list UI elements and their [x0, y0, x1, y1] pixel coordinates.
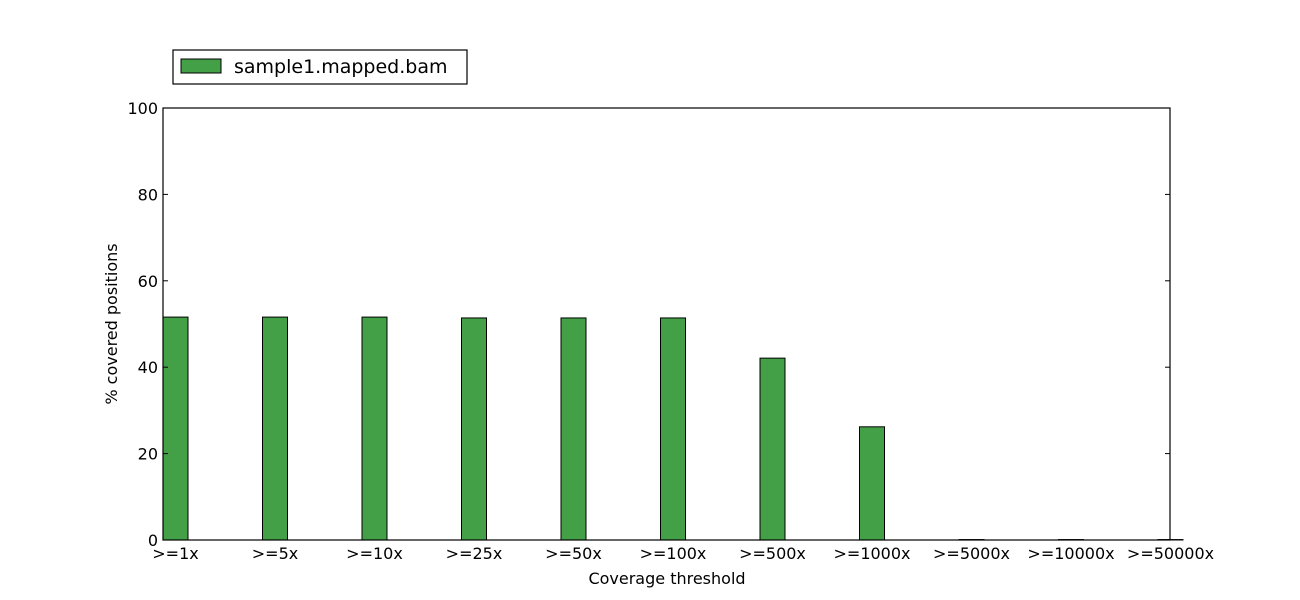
bar-7 [859, 426, 885, 541]
y-tick-label-4: 80 [138, 185, 158, 204]
x-axis-label: Coverage threshold [588, 569, 745, 588]
bar-0 [162, 316, 189, 541]
y-tick-label-2: 40 [138, 358, 158, 377]
y-tick-label-1: 20 [138, 445, 158, 464]
bar-3 [461, 317, 487, 541]
plot-frame [162, 107, 1171, 541]
legend-swatch [180, 58, 222, 74]
legend-label: sample1.mapped.bam [234, 56, 447, 78]
x-tick-label-3: >=25x [446, 544, 503, 563]
bar-5 [660, 317, 686, 541]
y-tick-label-5: 100 [127, 99, 158, 118]
legend: sample1.mapped.bam [172, 49, 468, 85]
legend-frame [172, 49, 468, 85]
bar-1 [262, 316, 288, 541]
y-axis-label: % covered positions [102, 243, 121, 404]
x-axis-ticks: >=1x >=5x >=10x >=25x >=50x >=100x >=500x >=100… [152, 544, 1214, 563]
bar-2 [361, 316, 388, 541]
x-tick-label-6: >=500x [739, 544, 806, 563]
bar-6 [759, 357, 786, 541]
y-tick-label-3: 60 [138, 272, 158, 291]
x-tick-label-4: >=50x [545, 544, 602, 563]
x-tick-label-9: >=10000x [1027, 544, 1114, 563]
x-tick-label-2: >=10x [346, 544, 403, 563]
bars-group [162, 316, 1184, 541]
x-tick-label-5: >=100x [640, 544, 707, 563]
y-tick-label-0: 0 [148, 531, 158, 550]
y-axis-ticks: 0 20 40 60 80 100 [127, 99, 1170, 550]
x-tick-label-0: >=1x [152, 544, 198, 563]
x-tick-label-1: >=5x [252, 544, 298, 563]
x-tick-label-8: >=5000x [933, 544, 1010, 563]
x-tick-label-10: >=50000x [1127, 544, 1214, 563]
x-tick-label-7: >=1000x [834, 544, 911, 563]
bar-4 [560, 317, 587, 541]
